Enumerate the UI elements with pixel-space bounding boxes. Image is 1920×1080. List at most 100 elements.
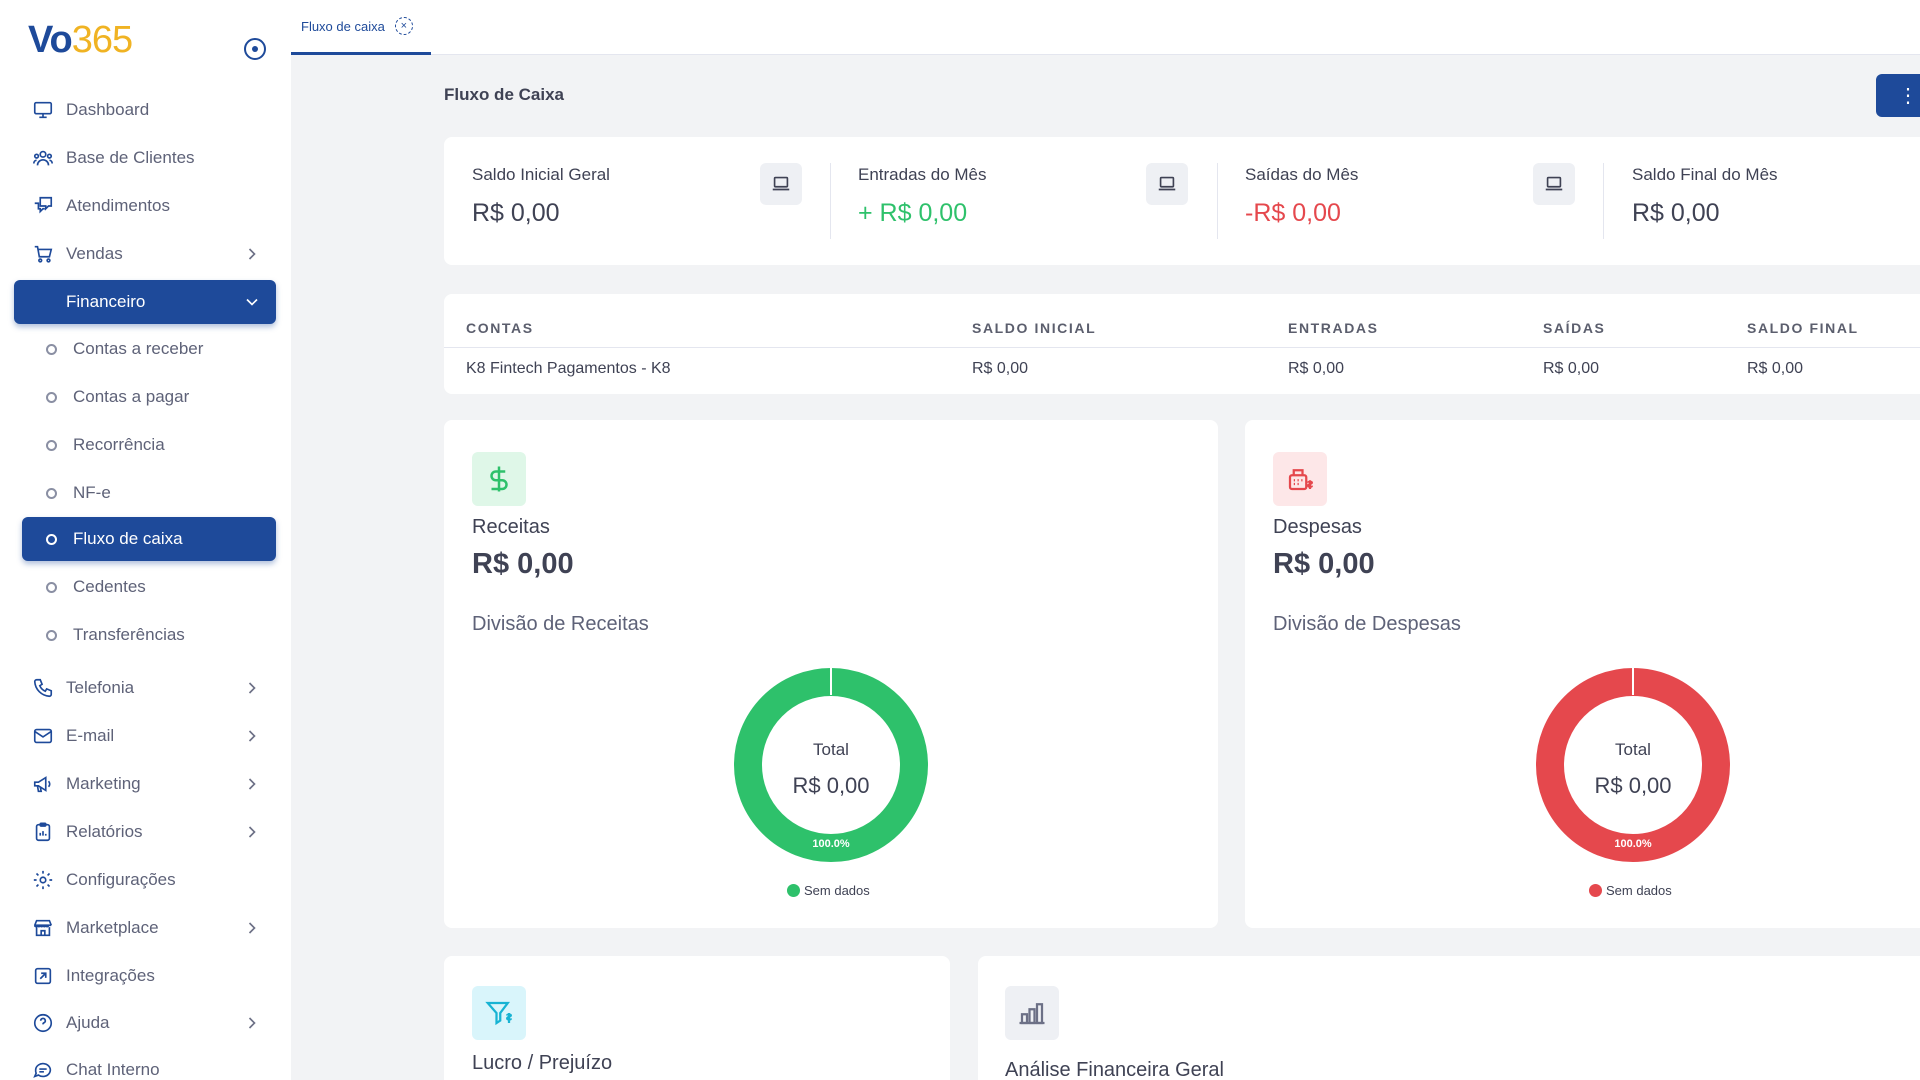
brand-logo[interactable]: Vo 365 bbox=[28, 18, 133, 62]
chevron-right-icon bbox=[248, 826, 256, 838]
sidebar-item-relatorios[interactable]: Relatórios bbox=[14, 810, 276, 854]
legend-dot bbox=[1589, 884, 1602, 897]
bullet-icon bbox=[46, 581, 57, 593]
tab-label: Fluxo de caixa bbox=[301, 18, 385, 34]
sidebar-toggle-button[interactable] bbox=[244, 38, 266, 60]
donut-center-value: R$ 0,00 bbox=[1594, 773, 1671, 798]
submenu-item-recorrencia[interactable]: Recorrência bbox=[22, 423, 276, 467]
donut-center-label: Total bbox=[813, 740, 849, 759]
submenu-item-label: Contas a receber bbox=[73, 339, 204, 358]
receitas-donut-chart: Total R$ 0,00 100.0% bbox=[734, 667, 928, 862]
submenu-item-label: Recorrência bbox=[73, 435, 165, 454]
chevron-down-icon bbox=[246, 298, 258, 306]
sidebar-item-label: Telefonia bbox=[66, 678, 135, 697]
cart-icon bbox=[32, 243, 54, 265]
donut-center-value: R$ 0,00 bbox=[792, 773, 869, 798]
chevron-right-icon bbox=[248, 922, 256, 934]
column-header-saldo-inicial: SALDO INICIAL bbox=[972, 320, 1097, 336]
sidebar-item-label: Marketplace bbox=[66, 918, 159, 937]
sidebar-item-configuracoes[interactable]: Configurações bbox=[14, 858, 276, 902]
summary-value: -R$ 0,00 bbox=[1245, 199, 1341, 227]
close-tab-icon[interactable]: × bbox=[394, 17, 413, 35]
table-cell-entradas: R$ 0,00 bbox=[1288, 360, 1345, 377]
chevron-right-icon bbox=[248, 682, 256, 694]
submenu-item-contas-a-receber[interactable]: Contas a receber bbox=[22, 327, 276, 371]
sidebar-item-label: Vendas bbox=[66, 244, 123, 263]
wallet-icon bbox=[32, 291, 54, 313]
submenu-item-nfe[interactable]: NF-e bbox=[22, 471, 276, 515]
sidebar-item-label: Dashboard bbox=[66, 100, 150, 119]
tab-fluxo-de-caixa[interactable]: Fluxo de caixa × bbox=[291, 0, 431, 55]
sidebar-item-label: Configurações bbox=[66, 870, 176, 889]
sidebar: Vo 365 Dashboard Base de Clientes Atendim… bbox=[0, 0, 291, 1080]
analise-financeira-card: Análise Financeira Geral bbox=[978, 956, 1920, 1080]
gear-icon bbox=[32, 869, 54, 891]
bar-chart-icon bbox=[1005, 986, 1059, 1040]
table-divider bbox=[444, 347, 1920, 348]
receitas-legend[interactable]: Sem dados bbox=[787, 883, 870, 898]
table-cell-conta: K8 Fintech Pagamentos - K8 bbox=[466, 360, 671, 377]
despesas-legend[interactable]: Sem dados bbox=[1589, 883, 1672, 898]
sidebar-item-vendas[interactable]: Vendas bbox=[14, 232, 276, 276]
monitor-icon bbox=[32, 99, 54, 121]
bullet-icon bbox=[46, 439, 57, 451]
column-header-saidas: SAÍDAS bbox=[1543, 320, 1606, 336]
despesas-subtitle: Divisão de Despesas bbox=[1273, 613, 1461, 635]
despesas-card: Despesas R$ 0,00 Divisão de Despesas Tot… bbox=[1245, 420, 1920, 928]
clipboard-icon bbox=[32, 821, 54, 843]
despesas-value: R$ 0,00 bbox=[1273, 548, 1375, 580]
receitas-value: R$ 0,00 bbox=[472, 548, 574, 580]
chat-icon bbox=[32, 1059, 54, 1080]
sidebar-item-marketing[interactable]: Marketing bbox=[14, 762, 276, 806]
sidebar-item-integracoes[interactable]: Integrações bbox=[14, 954, 276, 998]
sidebar-item-label: Ajuda bbox=[66, 1013, 110, 1032]
accounts-table: CONTAS SALDO INICIAL ENTRADAS SAÍDAS SAL… bbox=[444, 294, 1920, 394]
chevron-right-icon bbox=[248, 248, 256, 260]
submenu-item-cedentes[interactable]: Cedentes bbox=[22, 565, 276, 609]
bullet-icon bbox=[46, 487, 57, 499]
chevron-right-icon bbox=[248, 730, 256, 742]
submenu-item-label: Fluxo de caixa bbox=[73, 529, 183, 548]
sidebar-item-marketplace[interactable]: Marketplace bbox=[14, 906, 276, 950]
submenu-item-contas-a-pagar[interactable]: Contas a pagar bbox=[22, 375, 276, 419]
laptop-icon bbox=[1146, 163, 1188, 205]
sidebar-item-label: Integrações bbox=[66, 966, 155, 985]
sidebar-item-dashboard[interactable]: Dashboard bbox=[14, 88, 276, 132]
summary-label: Saldo Inicial Geral bbox=[472, 165, 610, 184]
lucro-prejuizo-title: Lucro / Prejuízo bbox=[472, 1052, 613, 1074]
summary-value: R$ 0,00 bbox=[1632, 199, 1720, 227]
help-icon bbox=[32, 1012, 54, 1034]
sidebar-item-financeiro[interactable]: Financeiro bbox=[14, 280, 276, 324]
page-title: Fluxo de Caixa bbox=[444, 85, 564, 104]
sidebar-item-label: Relatórios bbox=[66, 822, 143, 841]
submenu-item-transferencias[interactable]: Transferências bbox=[22, 613, 276, 657]
plug-icon bbox=[32, 965, 54, 987]
column-header-contas: CONTAS bbox=[466, 320, 534, 336]
donut-percent-label: 100.0% bbox=[1614, 838, 1652, 850]
sidebar-item-chat-interno[interactable]: Chat Interno bbox=[14, 1048, 276, 1080]
megaphone-icon bbox=[32, 773, 54, 795]
bullet-icon bbox=[46, 391, 57, 403]
sidebar-item-atendimentos[interactable]: Atendimentos bbox=[14, 184, 276, 228]
sidebar-item-label: Marketing bbox=[66, 774, 141, 793]
sidebar-item-email[interactable]: E-mail bbox=[14, 714, 276, 758]
submenu-item-fluxo-de-caixa[interactable]: Fluxo de caixa bbox=[22, 517, 276, 561]
summary-divider bbox=[1603, 163, 1604, 239]
sidebar-item-label: Atendimentos bbox=[66, 196, 170, 215]
legend-label: Sem dados bbox=[1606, 883, 1672, 898]
more-options-button[interactable]: ⋮ bbox=[1876, 74, 1920, 117]
sidebar-item-ajuda[interactable]: Ajuda bbox=[14, 1001, 276, 1045]
sidebar-item-base-de-clientes[interactable]: Base de Clientes bbox=[14, 136, 276, 180]
submenu-item-label: Cedentes bbox=[73, 577, 146, 596]
receitas-subtitle: Divisão de Receitas bbox=[472, 613, 649, 635]
sidebar-item-telefonia[interactable]: Telefonia bbox=[14, 666, 276, 710]
summary-value: + R$ 0,00 bbox=[858, 199, 968, 227]
chevron-right-icon bbox=[248, 1017, 256, 1029]
bullet-icon bbox=[46, 629, 57, 641]
summary-label: Entradas do Mês bbox=[858, 165, 987, 184]
sidebar-item-label: E-mail bbox=[66, 726, 115, 745]
sidebar-item-label: Chat Interno bbox=[66, 1060, 160, 1079]
legend-label: Sem dados bbox=[804, 883, 870, 898]
bullet-icon bbox=[46, 533, 57, 545]
chat-bubbles-icon bbox=[32, 195, 54, 217]
